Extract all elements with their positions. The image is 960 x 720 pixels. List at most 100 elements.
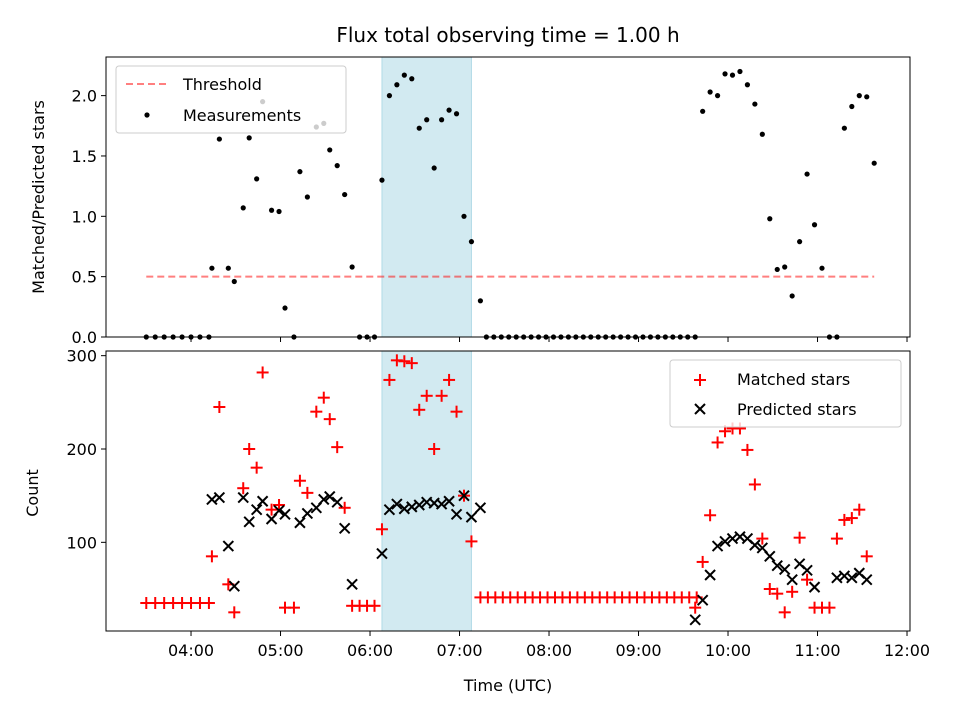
measurement-point (871, 160, 877, 166)
y-tick-label: 1.5 (72, 147, 97, 166)
matched-star-point (793, 531, 806, 544)
predicted-star-point (846, 572, 858, 584)
bottom-y-axis-label: Count (23, 469, 42, 517)
chart-title: Flux total observing time = 1.00 h (336, 23, 679, 47)
measurements-legend-marker (144, 112, 150, 118)
top-panel: Flux total observing time = 1.00 h 0.00.… (29, 23, 911, 347)
matched-star-point (265, 503, 278, 516)
predicted-star-point (376, 547, 388, 560)
matched-star-point (237, 482, 250, 495)
matched-star-point (228, 606, 241, 619)
predicted-star-point-b (711, 540, 724, 552)
predicted-star-point-b (346, 578, 358, 591)
measurement-point (424, 117, 430, 123)
y-tick-label: 0.5 (72, 268, 97, 287)
matched-star-point (293, 474, 306, 487)
predicted-star-point (338, 522, 351, 535)
x-tick-label: 05:00 (257, 641, 303, 660)
matched-star-point (287, 601, 300, 614)
matched-star-point (317, 391, 330, 404)
measurement-point (225, 265, 231, 271)
matched-star-point (443, 373, 456, 386)
x-tick-label: 10:00 (705, 641, 751, 660)
matched-star-point (756, 532, 769, 545)
measurement-point (401, 72, 407, 78)
measurement-point (246, 135, 252, 141)
measurement-point (789, 293, 795, 299)
predicted-star-point-b (294, 517, 306, 529)
measurement-point (254, 176, 260, 182)
matched-star-point (711, 436, 724, 449)
predicted-star-point-b (222, 540, 235, 552)
predicted-star-point (450, 508, 463, 521)
predicted-star-point (786, 573, 798, 586)
top-y-axis-label: Matched/Predicted stars (29, 100, 48, 294)
predicted-star-point (331, 496, 343, 508)
predicted-star-point (764, 550, 776, 563)
measurement-point (209, 265, 215, 271)
measurement-point (856, 93, 862, 99)
predicted-star-point-b (237, 491, 249, 504)
predicted-star-point (443, 495, 455, 507)
measurement-point (231, 278, 237, 285)
matched-star-point (405, 357, 418, 370)
predicted-star-point-b (331, 496, 343, 508)
matched-star-point (256, 366, 269, 379)
x-tick-label: 07:00 (436, 641, 482, 660)
predicted-star-point-b (861, 573, 873, 586)
measurement-point (268, 207, 275, 213)
predicted-star-point-b (450, 508, 463, 521)
predicted-star-point (213, 491, 226, 504)
predicted-star-point-b (376, 547, 388, 560)
predicted-star-point-b (301, 507, 314, 520)
bottom-legend: Matched stars Predicted stars (669, 359, 902, 428)
measurement-point (409, 76, 415, 82)
matched-star-point (450, 405, 463, 418)
y-tick-label: 100 (66, 533, 97, 552)
top-legend: Threshold Measurements (115, 65, 347, 134)
measurement-point (774, 266, 780, 273)
top-shaded-span (381, 56, 472, 338)
measurement-point (240, 205, 246, 211)
predicted-star-point (222, 540, 235, 552)
predicted-star-point-b (443, 495, 455, 507)
measurement-point (782, 264, 788, 270)
measurement-point (722, 71, 728, 77)
measurement-point (216, 136, 222, 142)
measurement-point (767, 216, 773, 222)
matched-star-point (338, 501, 351, 514)
matched-star-point (696, 555, 709, 568)
predicted-star-point-b (398, 503, 411, 515)
predicted-star-point (771, 559, 783, 572)
predicted-star-point-b (726, 532, 739, 545)
predicted-legend-label: Predicted stars (737, 400, 857, 419)
predicted-star-point-b (696, 594, 709, 606)
matched-star-point (301, 486, 314, 499)
measurement-point (477, 298, 484, 304)
x-tick-label: 06:00 (347, 641, 393, 660)
y-tick-label: 200 (66, 440, 97, 459)
matched-star-point (420, 389, 433, 402)
matched-legend-label: Matched stars (737, 370, 850, 389)
bottom-legend-box (669, 359, 902, 428)
predicted-star-point (318, 493, 330, 506)
predicted-star-point (383, 503, 396, 516)
predicted-star-point-b (383, 503, 396, 516)
matched-star-point (786, 585, 799, 598)
predicted-star-point-b (338, 522, 351, 535)
matched-star-point (331, 441, 344, 454)
matched-star-point (763, 583, 776, 595)
matched-star-point (250, 461, 263, 474)
predicted-star-point-b (273, 504, 285, 517)
matched-star-point (689, 601, 702, 614)
predicted-star-point-b (413, 499, 425, 511)
matched-star-point (704, 509, 717, 522)
predicted-star-point-b (808, 581, 821, 593)
predicted-star-point (256, 495, 269, 507)
measurement-point (461, 213, 467, 219)
predicted-star-point (696, 594, 709, 606)
matched-star-point (830, 532, 843, 545)
measurement-point (864, 94, 870, 100)
measurement-point (282, 305, 288, 311)
